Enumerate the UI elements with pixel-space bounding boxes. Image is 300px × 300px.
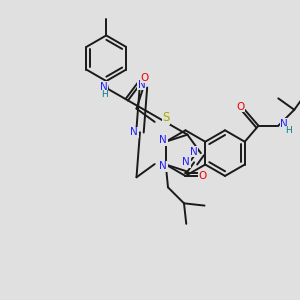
Text: N: N [100,82,108,92]
Text: N: N [182,158,190,167]
Text: H: H [101,90,108,99]
Text: N: N [159,161,167,171]
Text: O: O [141,73,149,82]
Text: N: N [138,80,146,90]
Text: N: N [190,147,198,157]
Text: O: O [236,102,244,112]
Text: N: N [280,119,288,129]
Text: S: S [162,111,170,124]
Text: N: N [130,127,138,137]
Text: O: O [199,171,207,181]
Text: H: H [285,126,292,135]
Text: N: N [159,135,167,145]
